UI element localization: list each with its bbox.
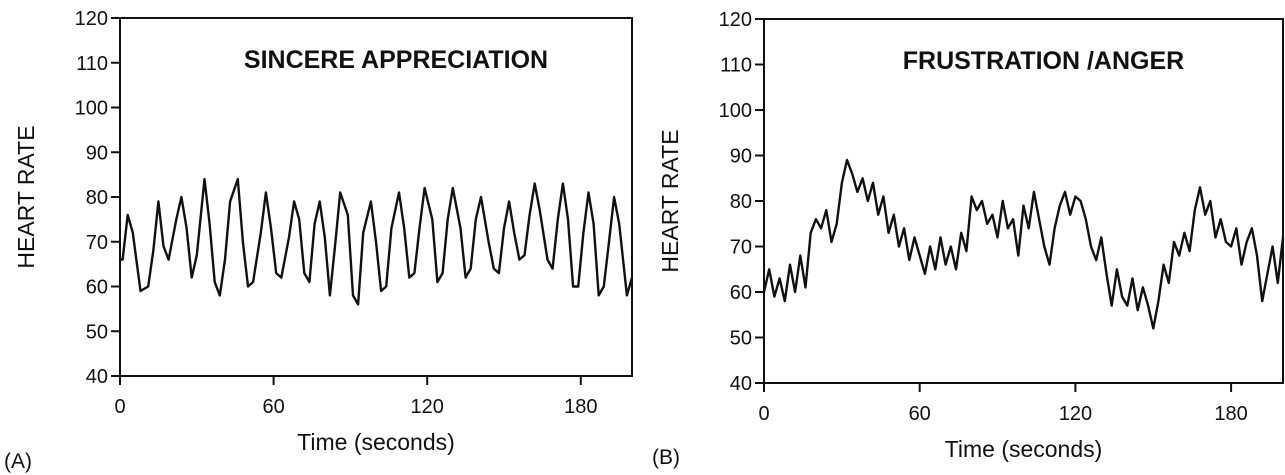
chart-b-ytick-label: 90 bbox=[730, 146, 752, 168]
chart-a-ytick-label: 50 bbox=[86, 321, 108, 343]
chart-b-ytick-label: 100 bbox=[719, 100, 752, 122]
chart-b-xlabel: Time (seconds) bbox=[945, 436, 1103, 462]
chart-a-heart-rate-line bbox=[118, 177, 634, 306]
chart-b-xtick-label: 180 bbox=[1214, 403, 1247, 425]
chart-a-ytick-label: 120 bbox=[75, 8, 108, 30]
chart-b-ytick-label: 50 bbox=[730, 328, 752, 350]
chart-b-title: FRUSTRATION /ANGER bbox=[903, 47, 1184, 75]
chart-a-xtick-label: 0 bbox=[114, 396, 125, 418]
chart-b-xtick-label: 120 bbox=[1059, 403, 1092, 425]
chart-a-xlabel: Time (seconds) bbox=[297, 429, 455, 455]
chart-a-panel-label: (A) bbox=[4, 450, 32, 473]
chart-a-ytick-label: 90 bbox=[86, 142, 108, 164]
chart-b-heart-rate-line bbox=[762, 158, 1285, 330]
chart-b-ytick-label: 110 bbox=[720, 55, 752, 77]
chart-b-xtick-label: 0 bbox=[758, 403, 769, 425]
chart-a-xtick-label: 60 bbox=[262, 396, 284, 418]
chart-b-ytick-label: 120 bbox=[719, 9, 752, 31]
chart-a-ytick-label: 100 bbox=[75, 98, 108, 120]
chart-a-ytick-label: 60 bbox=[86, 277, 108, 299]
chart-b-panel-label: (B) bbox=[652, 446, 680, 469]
chart-b-ytick-label: 70 bbox=[730, 237, 752, 259]
chart-a-title: SINCERE APPRECIATION bbox=[244, 46, 548, 74]
chart-a-ytick-label: 40 bbox=[86, 366, 108, 388]
chart-a-ytick-label: 110 bbox=[76, 53, 108, 75]
chart-a-ylabel: HEART RATE bbox=[13, 125, 39, 268]
chart-b-ytick-label: 40 bbox=[730, 373, 752, 395]
chart-b-ytick-label: 80 bbox=[730, 191, 752, 213]
chart-a-ytick-label: 70 bbox=[86, 232, 108, 254]
chart-b-ylabel: HEART RATE bbox=[657, 129, 683, 272]
chart-a-ytick-label: 80 bbox=[86, 187, 108, 209]
chart-b-ytick-label: 60 bbox=[730, 282, 752, 304]
chart-a-xtick-label: 180 bbox=[564, 396, 597, 418]
chart-b-xtick-label: 60 bbox=[909, 403, 931, 425]
chart-a-xtick-label: 120 bbox=[411, 396, 444, 418]
